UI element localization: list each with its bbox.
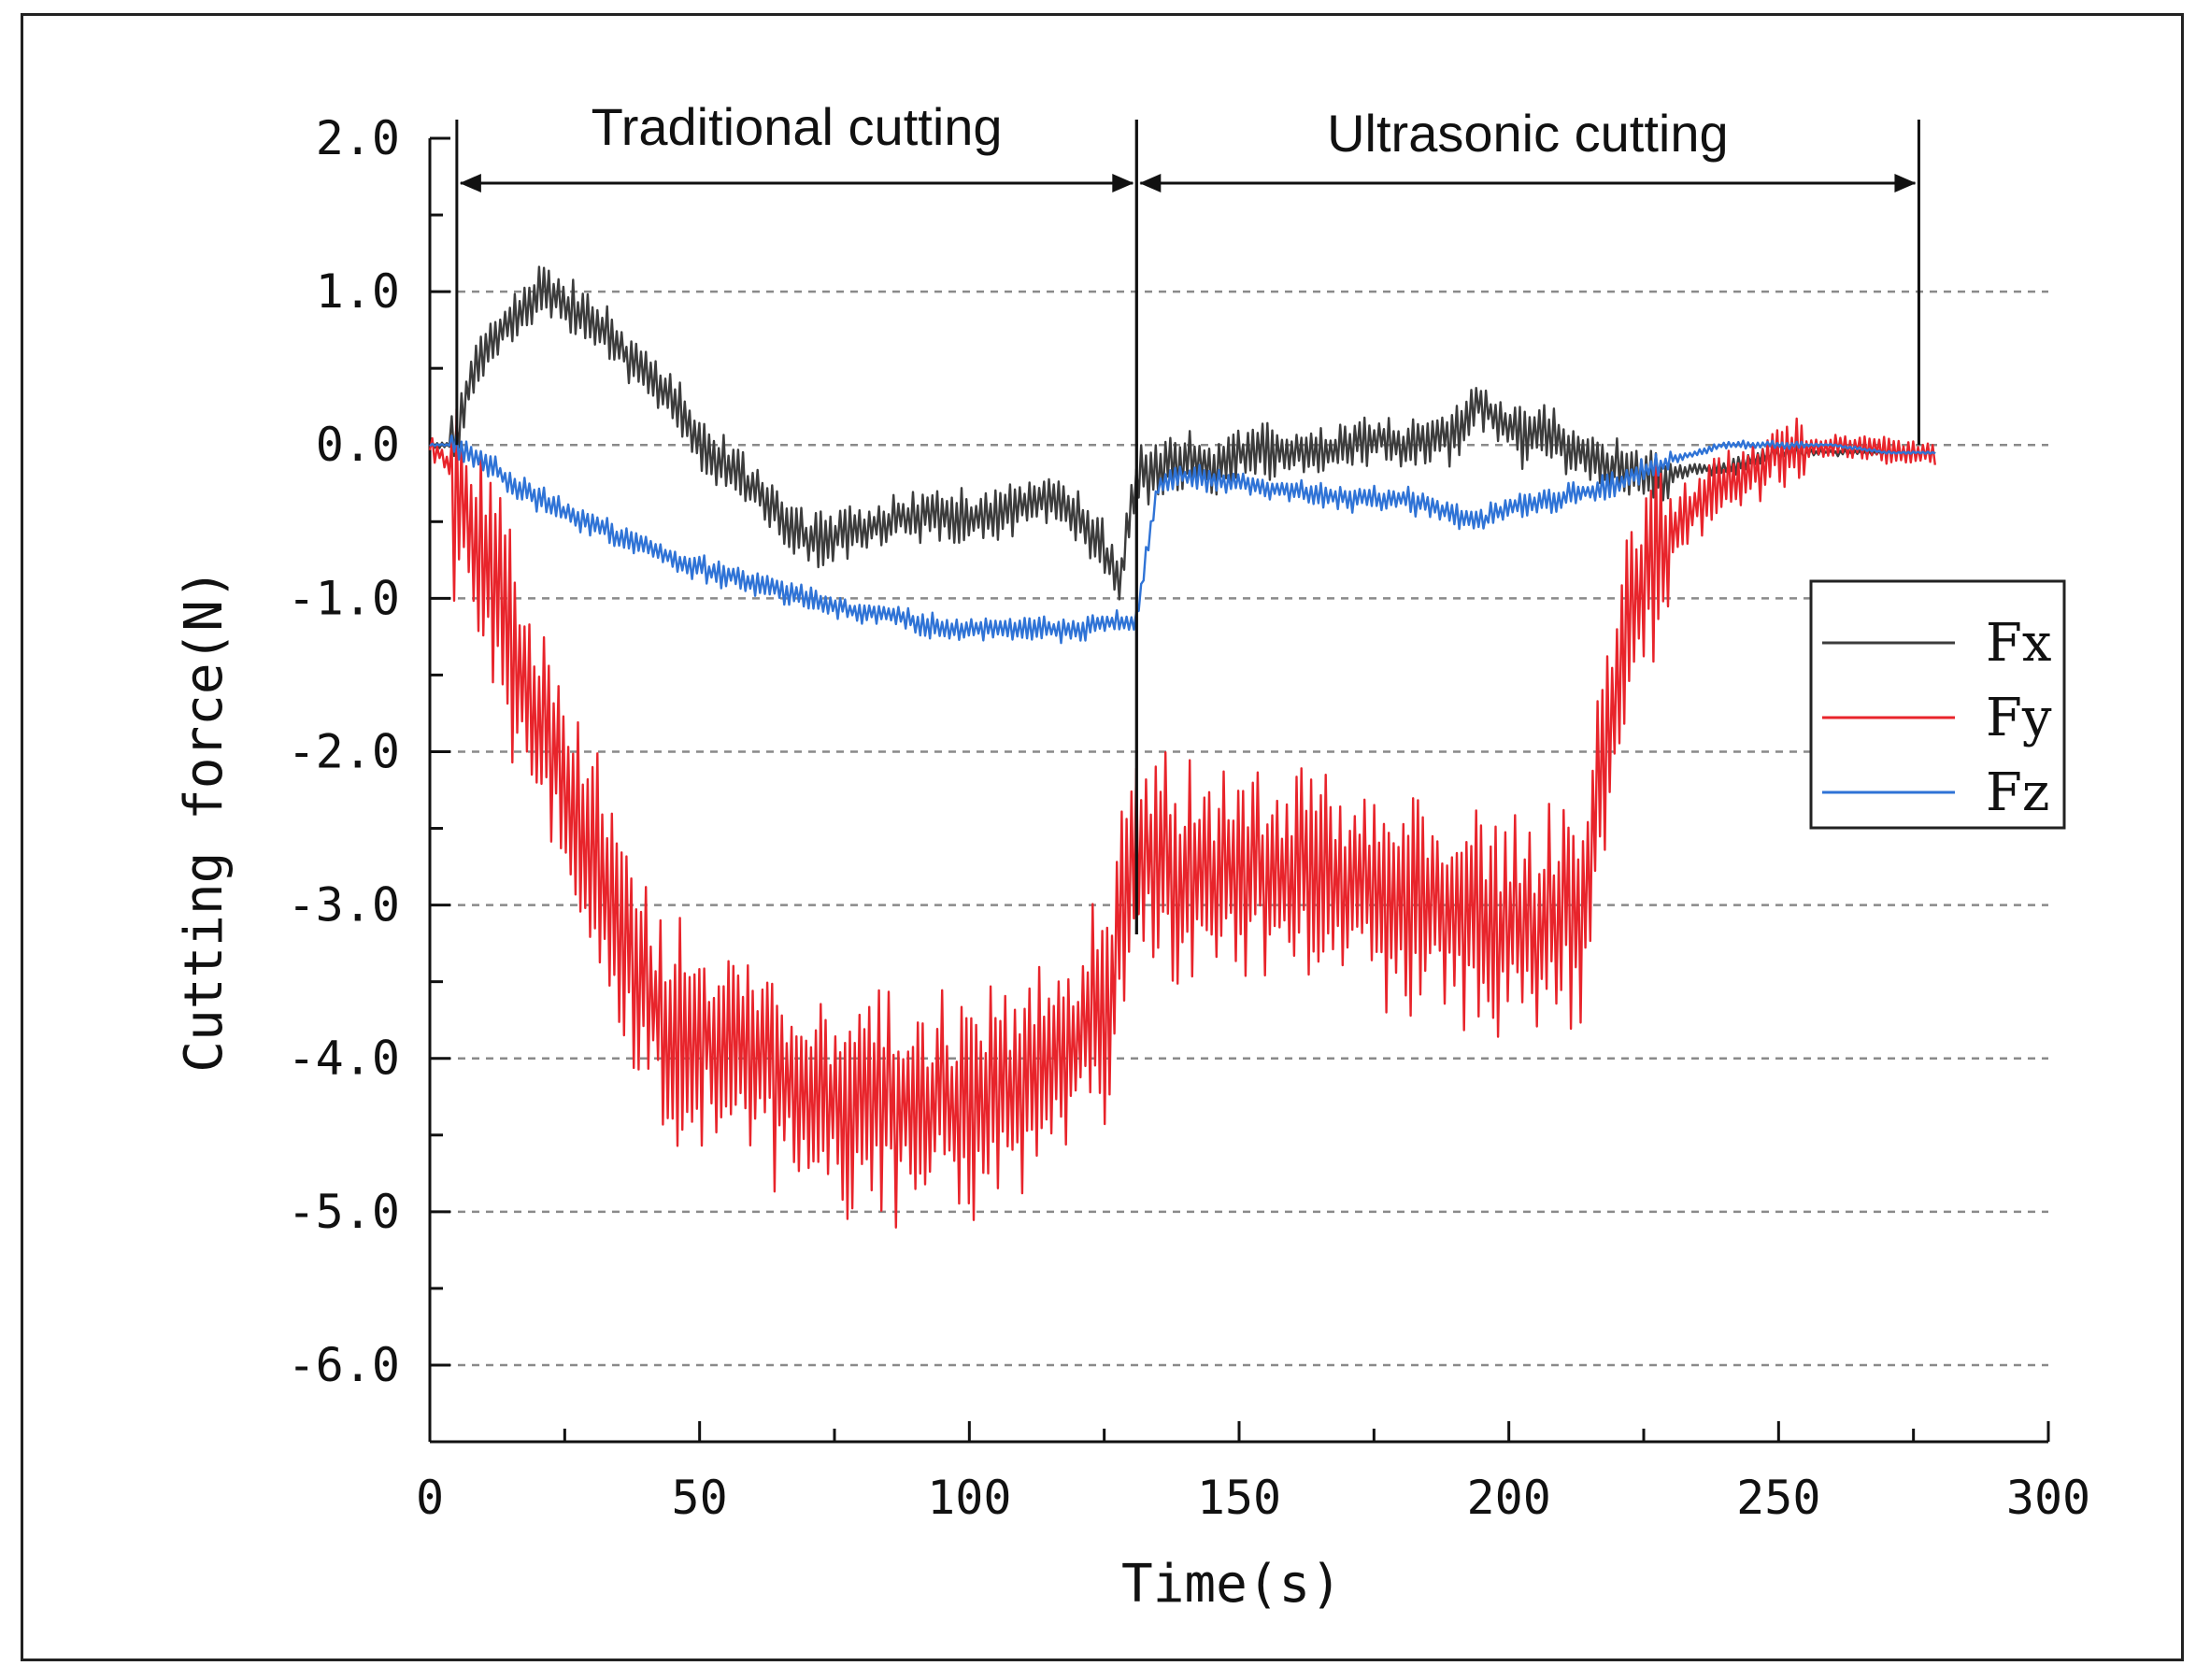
legend-items: Fx Fy Fz [1822,613,2052,823]
legend-label-fz: Fz [1986,762,2049,823]
series-line-fy [428,407,1936,1229]
x-tick-label: 0 [416,1471,444,1525]
x-tick-label: 200 [1467,1471,1551,1525]
legend-label-fy: Fy [1986,688,2052,748]
arrow-head-left [1139,174,1162,192]
arrow-head-right [1112,174,1134,192]
arrow-head-right [1894,174,1917,192]
y-tick-label: 2.0 [316,111,400,165]
y-tick-label: -1.0 [288,571,400,625]
region-annotations: Traditional cutting Ultrasonic cutting [455,97,1920,934]
y-tick-label: 0.0 [316,418,400,472]
y-tick-label: -3.0 [288,878,400,933]
y-tick-label: -2.0 [288,724,400,778]
y-tick-label: -6.0 [288,1338,400,1392]
y-tick-label: -4.0 [288,1032,400,1086]
series-line-fz [429,433,1936,645]
y-tick-label: -5.0 [288,1185,400,1239]
y-tick-label: 1.0 [316,264,400,319]
series-line-fx [428,265,1936,601]
x-axis-title: Time(s) [1121,1554,1342,1615]
axes [428,136,2050,1444]
x-tick-label: 300 [2006,1471,2090,1525]
region-label: Ultrasonic cutting [1327,104,1729,163]
x-tick-label: 250 [1736,1471,1820,1525]
x-tick-label: 100 [927,1471,1011,1525]
series-lines [428,265,1936,1229]
region-label: Traditional cutting [592,97,1003,156]
legend-label-fx: Fx [1986,613,2051,674]
x-tick-label: 150 [1197,1471,1281,1525]
tick-labels: 2.0 1.0 0.0 -1.0 -2.0 -3.0 -4.0 -5.0 -6.0 0 50 100 1… [288,111,2091,1525]
legend: Fx Fy Fz [1809,579,2066,830]
figure-frame [21,13,2184,1661]
legend-box [1809,579,2066,830]
arrow-head-left [459,174,481,192]
x-tick-label: 50 [672,1471,728,1525]
y-axis-title: Cutting force(N) [174,568,235,1072]
